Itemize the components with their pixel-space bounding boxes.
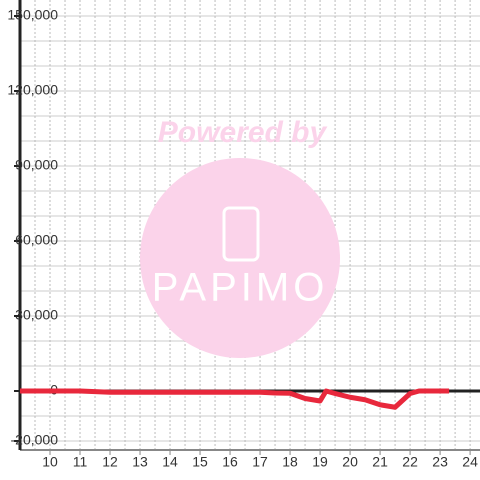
x-tick-label: 22 — [402, 454, 418, 470]
x-tick-label: 14 — [162, 454, 178, 470]
plot: -20,000030,00060,00090,000120,000150,000… — [7, 0, 480, 470]
y-tick-label: 30,000 — [15, 307, 58, 323]
watermark: Powered by PAPIMO — [140, 116, 340, 358]
x-tick-label: 20 — [342, 454, 358, 470]
x-tick-label: 17 — [252, 454, 268, 470]
x-tick-label: 16 — [222, 454, 238, 470]
x-tick-label: 18 — [282, 454, 298, 470]
watermark-circle — [140, 158, 340, 358]
x-tick-label: 23 — [432, 454, 448, 470]
y-tick-label: 60,000 — [15, 232, 58, 248]
y-tick-label: 120,000 — [7, 82, 58, 98]
watermark-icon — [222, 206, 260, 262]
watermark-caption: Powered by — [158, 116, 328, 149]
y-tick-label: -20,000 — [11, 432, 59, 448]
x-tick-label: 12 — [102, 454, 118, 470]
x-tick-label: 13 — [132, 454, 148, 470]
data-line — [20, 388, 450, 410]
x-tick-label: 24 — [462, 454, 478, 470]
x-tick-label: 21 — [372, 454, 388, 470]
y-tick-label: 150,000 — [7, 7, 58, 23]
x-tick-label: 11 — [73, 454, 88, 470]
y-tick-label: 90,000 — [15, 157, 58, 173]
watermark-logo: PAPIMO — [152, 266, 329, 310]
x-tick-label: 10 — [42, 454, 58, 470]
x-tick-label: 19 — [312, 454, 328, 470]
x-tick-label: 15 — [192, 454, 208, 470]
